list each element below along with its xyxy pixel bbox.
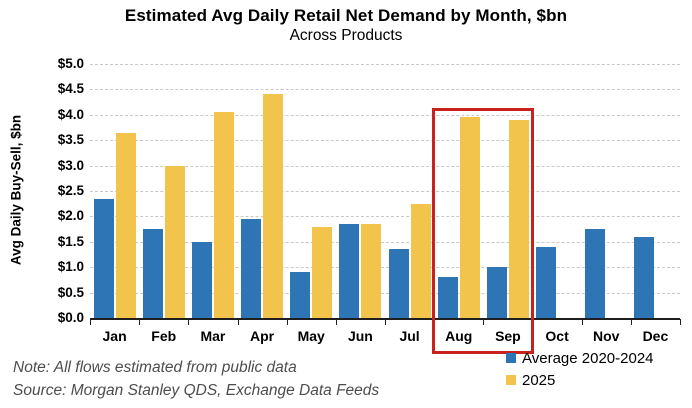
bar-2025-jun bbox=[361, 224, 382, 318]
bar-group-jul bbox=[385, 64, 434, 318]
y-tick-label: $4.5 bbox=[57, 81, 84, 97]
bar-average-2020-2024-nov bbox=[585, 229, 606, 318]
bar-2025-mar bbox=[213, 112, 234, 318]
x-tick-mark bbox=[385, 319, 386, 325]
x-axis-label-jul: Jul bbox=[399, 328, 420, 344]
bar-group-may bbox=[287, 64, 336, 318]
y-tick-label: $4.0 bbox=[57, 106, 84, 122]
y-tick-label: $3.0 bbox=[57, 157, 84, 173]
bar-average-2020-2024-jun bbox=[339, 224, 360, 318]
bar-group-feb bbox=[139, 64, 188, 318]
x-axis-label-sep: Sep bbox=[495, 328, 521, 344]
gridline bbox=[90, 64, 680, 65]
x-axis-label-dec: Dec bbox=[642, 328, 669, 344]
gridline bbox=[90, 292, 680, 294]
bar-group-apr bbox=[238, 64, 287, 318]
legend-item-average: Average 2020-2024 bbox=[506, 347, 654, 369]
bar-average-2020-2024-may bbox=[290, 272, 311, 318]
bar-average-2020-2024-oct bbox=[536, 246, 557, 318]
bar-average-2020-2024-aug bbox=[437, 277, 458, 318]
bar-group-oct bbox=[533, 64, 582, 318]
gridline bbox=[90, 89, 680, 91]
y-tick-label: $3.5 bbox=[57, 132, 84, 148]
bar-average-2020-2024-apr bbox=[241, 218, 262, 318]
x-axis-label-apr: Apr bbox=[250, 328, 275, 344]
bar-2025-may bbox=[312, 226, 333, 318]
bar-group-jun bbox=[336, 64, 385, 318]
x-tick-mark bbox=[581, 319, 583, 325]
legend-label: Average 2020-2024 bbox=[522, 349, 654, 367]
legend-item-2025: 2025 bbox=[506, 369, 654, 391]
bar-average-2020-2024-jan bbox=[93, 198, 114, 318]
gridline bbox=[90, 191, 680, 192]
x-tick-mark bbox=[680, 319, 681, 325]
bar-average-2020-2024-jul bbox=[388, 249, 409, 318]
legend: Average 2020-2024 2025 bbox=[506, 347, 654, 391]
note-line: Note: All flows estimated from public da… bbox=[13, 359, 297, 376]
x-tick-mark bbox=[237, 319, 239, 325]
legend-swatch-yellow bbox=[506, 375, 516, 385]
bar-average-2020-2024-feb bbox=[142, 229, 163, 318]
x-tick-mark bbox=[532, 319, 534, 325]
bar-2025-jul bbox=[410, 203, 431, 318]
x-axis-label-may: May bbox=[297, 328, 325, 344]
gridline bbox=[90, 140, 680, 142]
x-axis-label-mar: Mar bbox=[200, 328, 226, 344]
x-tick-mark bbox=[434, 319, 436, 325]
x-tick-mark bbox=[335, 319, 337, 325]
bar-2025-sep bbox=[508, 119, 529, 318]
y-tick-label: $0.5 bbox=[57, 284, 84, 300]
x-tick-mark bbox=[139, 319, 141, 325]
x-tick-mark bbox=[630, 319, 632, 325]
y-tick-label: $2.5 bbox=[57, 183, 84, 198]
x-axis-label-jan: Jan bbox=[102, 328, 127, 344]
legend-label: 2025 bbox=[522, 371, 556, 389]
x-axis-label-aug: Aug bbox=[445, 328, 473, 344]
x-tick-mark bbox=[286, 319, 288, 325]
gridline bbox=[90, 216, 680, 218]
bar-group-jan bbox=[90, 64, 139, 318]
y-tick-label: $0.0 bbox=[57, 310, 84, 325]
x-axis-label-jun: Jun bbox=[347, 328, 373, 344]
bar-average-2020-2024-dec bbox=[634, 236, 655, 318]
chart-subtitle: Across Products bbox=[289, 27, 403, 44]
legend-swatch-blue bbox=[506, 353, 516, 363]
bar-average-2020-2024-mar bbox=[191, 241, 212, 318]
bar-group-nov bbox=[582, 64, 631, 318]
bar-2025-aug bbox=[459, 117, 480, 318]
bar-group-dec bbox=[631, 64, 680, 318]
bar-average-2020-2024-sep bbox=[486, 267, 507, 318]
x-tick-mark bbox=[483, 319, 485, 325]
gridline bbox=[90, 241, 680, 243]
plot-area bbox=[90, 64, 680, 320]
footnotes: Note: All flows estimated from public da… bbox=[13, 356, 379, 402]
bar-group-aug bbox=[434, 64, 483, 318]
source-line: Source: Morgan Stanley QDS, Exchange Dat… bbox=[13, 382, 380, 399]
gridline bbox=[90, 114, 680, 116]
y-tick-label: $1.0 bbox=[57, 259, 84, 275]
y-axis-title: Avg Daily Buy-Sell, $bn bbox=[8, 114, 24, 266]
bar-group-sep bbox=[483, 64, 532, 318]
x-axis-label-nov: Nov bbox=[593, 328, 620, 344]
bar-group-mar bbox=[188, 64, 237, 318]
y-tick-label: $1.5 bbox=[57, 233, 84, 249]
x-tick-mark bbox=[188, 319, 190, 325]
bar-2025-apr bbox=[263, 94, 284, 318]
gridline bbox=[90, 267, 680, 269]
bar-2025-feb bbox=[164, 165, 185, 318]
y-tick-label: $5.0 bbox=[57, 56, 84, 71]
y-tick-label: $2.0 bbox=[57, 208, 84, 224]
bar-2025-jan bbox=[115, 132, 136, 318]
x-tick-mark bbox=[90, 319, 91, 325]
x-axis-label-feb: Feb bbox=[151, 328, 177, 344]
chart-title: Estimated Avg Daily Retail Net Demand by… bbox=[124, 6, 568, 25]
x-axis-label-oct: Oct bbox=[545, 328, 569, 344]
gridline bbox=[90, 165, 680, 167]
